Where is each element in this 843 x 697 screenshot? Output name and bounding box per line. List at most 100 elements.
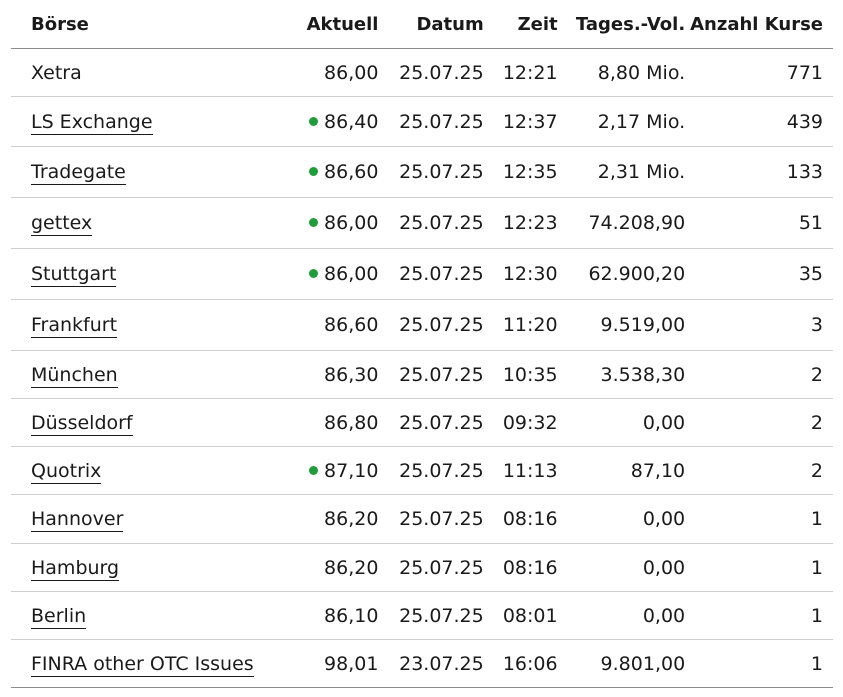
live-indicator-dot-icon (309, 269, 319, 278)
anzahl-kurse-cell: 2 (685, 350, 833, 399)
datum-cell: 23.07.25 (378, 639, 484, 688)
datum-cell: 25.07.25 (378, 591, 484, 640)
aktuell-value: 86,60 (324, 314, 379, 336)
tages-vol-cell: 0,00 (557, 591, 686, 640)
aktuell-value: 86,00 (324, 61, 379, 84)
table-row: Stuttgart 86,00 25.07.25 12:30 62.900,20 35 (11, 248, 833, 300)
aktuell-cell: 86,60 (286, 299, 379, 351)
anzahl-kurse-cell: 2 (685, 446, 833, 495)
tages-vol-cell: 0,00 (557, 398, 686, 447)
exchange-link[interactable]: Düsseldorf (31, 411, 133, 436)
aktuell-value: 86,60 (324, 161, 379, 183)
exchange-name-cell: Frankfurt (11, 299, 287, 351)
exchange-name-cell: Xetra (11, 48, 287, 97)
tages-vol-cell: 9.519,00 (557, 299, 686, 351)
table-row: Berlin 86,10 25.07.25 08:01 0,00 1 (11, 591, 833, 640)
datum-cell: 25.07.25 (378, 146, 484, 198)
aktuell-value: 86,30 (324, 363, 379, 386)
exchange-name-cell: München (11, 350, 287, 399)
zeit-cell: 12:37 (483, 96, 558, 147)
exchange-label: Xetra (31, 61, 82, 84)
datum-cell: 25.07.25 (378, 543, 484, 592)
tages-vol-cell: 2,31 Mio. (557, 146, 686, 198)
anzahl-kurse-cell: 1 (685, 543, 833, 592)
datum-cell: 25.07.25 (378, 398, 484, 447)
zeit-cell: 08:16 (483, 494, 558, 544)
tages-vol-cell: 87,10 (557, 446, 686, 495)
tages-vol-cell: 2,17 Mio. (557, 96, 686, 147)
exchange-link[interactable]: Tradegate (31, 161, 126, 185)
table-row: Tradegate 86,60 25.07.25 12:35 2,31 Mio. 133 (11, 146, 833, 198)
aktuell-value: 86,00 (324, 263, 379, 285)
exchange-link[interactable]: Quotrix (31, 459, 102, 484)
tages-vol-cell: 8,80 Mio. (557, 48, 686, 97)
table-row: Hamburg 86,20 25.07.25 08:16 0,00 1 (11, 543, 833, 592)
zeit-cell: 12:30 (483, 248, 558, 300)
exchange-link[interactable]: FINRA other OTC Issues (31, 652, 254, 677)
anzahl-kurse-cell: 35 (685, 248, 833, 300)
datum-cell: 25.07.25 (378, 446, 484, 495)
tages-vol-cell: 0,00 (557, 494, 686, 544)
anzahl-kurse-cell: 771 (685, 48, 833, 97)
table-row: Düsseldorf 86,80 25.07.25 09:32 0,00 2 (11, 398, 833, 447)
aktuell-cell: 86,60 (286, 146, 379, 198)
exchange-name-cell: Berlin (11, 591, 287, 640)
header-tages-vol[interactable]: Tages.-Vol. (557, 0, 686, 49)
header-anzahl-kurse[interactable]: Anzahl Kurse (685, 0, 833, 49)
table-row: Frankfurt 86,60 25.07.25 11:20 9.519,00 3 (11, 299, 833, 351)
datum-cell: 25.07.25 (378, 96, 484, 147)
anzahl-kurse-cell: 1 (685, 639, 833, 688)
aktuell-cell: 86,80 (286, 398, 379, 447)
table-header-row: Börse Aktuell Datum Zeit Tages.-Vol. Anz… (11, 0, 833, 49)
anzahl-kurse-cell: 1 (685, 591, 833, 640)
exchange-name-cell: Hannover (11, 494, 287, 544)
aktuell-cell: 86,20 (286, 494, 379, 544)
tages-vol-cell: 0,00 (557, 543, 686, 592)
aktuell-value: 98,01 (324, 652, 379, 675)
aktuell-cell: 87,10 (286, 446, 379, 495)
header-zeit[interactable]: Zeit (483, 0, 558, 49)
aktuell-cell: 86,40 (286, 96, 379, 147)
live-indicator-dot-icon (309, 167, 319, 176)
aktuell-value: 86,20 (324, 556, 379, 579)
zeit-cell: 08:16 (483, 543, 558, 592)
zeit-cell: 08:01 (483, 591, 558, 640)
exchange-link[interactable]: Hamburg (31, 556, 120, 581)
table-row: FINRA other OTC Issues 98,01 23.07.25 16:06… (11, 639, 833, 688)
exchange-name-cell: Stuttgart (11, 248, 287, 300)
anzahl-kurse-cell: 2 (685, 398, 833, 447)
zeit-cell: 09:32 (483, 398, 558, 447)
header-datum[interactable]: Datum (378, 0, 484, 49)
exchange-name-cell: LS Exchange (11, 96, 287, 147)
aktuell-cell: 98,01 (286, 639, 379, 688)
aktuell-cell: 86,00 (286, 248, 379, 300)
exchange-link[interactable]: Frankfurt (31, 314, 118, 338)
header-boerse[interactable]: Börse (11, 0, 287, 49)
exchange-link[interactable]: LS Exchange (31, 110, 153, 135)
aktuell-cell: 86,20 (286, 543, 379, 592)
exchange-quotes-panel: Börse Aktuell Datum Zeit Tages.-Vol. Anz… (11, 0, 833, 688)
table-row: Hannover 86,20 25.07.25 08:16 0,00 1 (11, 494, 833, 544)
aktuell-value: 86,40 (324, 110, 379, 133)
datum-cell: 25.07.25 (378, 248, 484, 300)
table-row: Xetra 86,00 25.07.25 12:21 8,80 Mio. 771 (11, 48, 833, 97)
live-indicator-dot-icon (309, 465, 319, 475)
anzahl-kurse-cell: 439 (685, 96, 833, 147)
aktuell-cell: 86,00 (286, 48, 379, 97)
header-aktuell[interactable]: Aktuell (286, 0, 379, 49)
exchange-link[interactable]: gettex (31, 212, 93, 236)
exchange-link[interactable]: Hannover (31, 508, 124, 532)
anzahl-kurse-cell: 51 (685, 197, 833, 249)
tages-vol-cell: 62.900,20 (557, 248, 686, 300)
exchange-link[interactable]: Stuttgart (31, 263, 117, 287)
aktuell-value: 86,20 (324, 508, 379, 530)
aktuell-cell: 86,30 (286, 350, 379, 399)
tages-vol-cell: 74.208,90 (557, 197, 686, 249)
zeit-cell: 12:35 (483, 146, 558, 198)
table-row: München 86,30 25.07.25 10:35 3.538,30 2 (11, 350, 833, 399)
live-indicator-dot-icon (309, 218, 319, 227)
zeit-cell: 12:21 (483, 48, 558, 97)
exchange-link[interactable]: München (31, 363, 118, 388)
table-body: Xetra 86,00 25.07.25 12:21 8,80 Mio. 771 LS Ex… (11, 48, 833, 688)
exchange-link[interactable]: Berlin (31, 604, 87, 629)
